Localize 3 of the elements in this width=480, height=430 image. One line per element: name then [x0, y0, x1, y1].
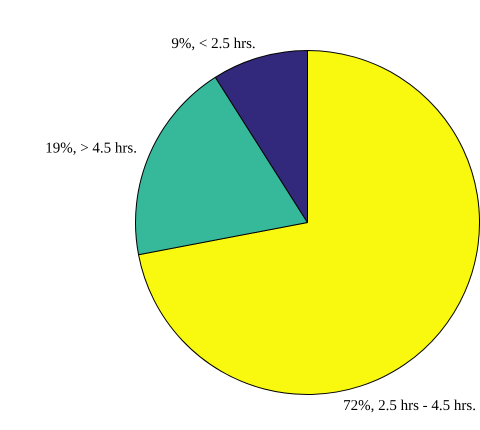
slice-label: 19%, > 4.5 hrs.	[45, 140, 138, 157]
slice-label: 9%, < 2.5 hrs.	[171, 36, 256, 52]
slice-label: 72%, 2.5 hrs - 4.5 hrs.	[343, 398, 476, 414]
